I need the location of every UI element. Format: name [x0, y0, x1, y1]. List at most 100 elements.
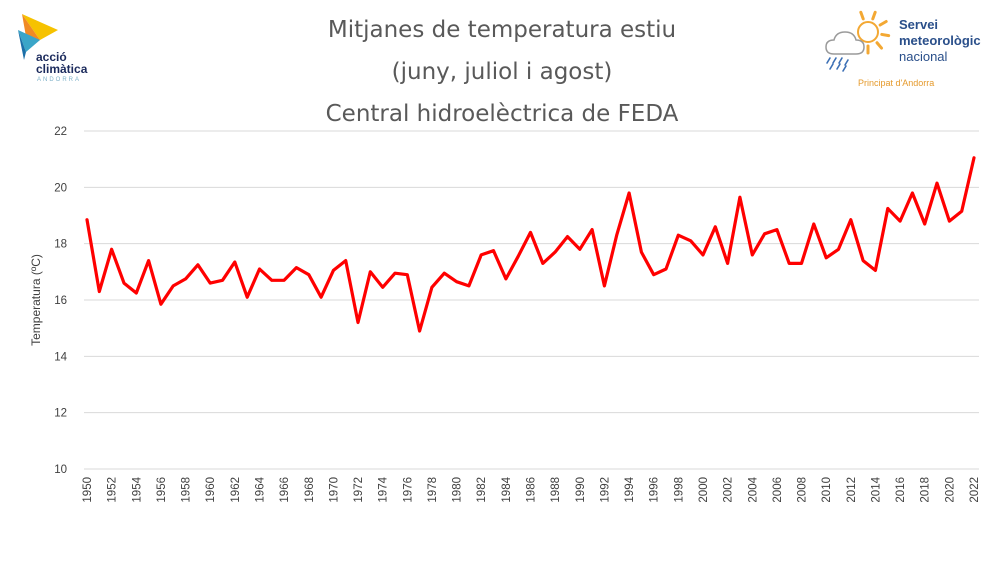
rain-drop	[829, 63, 834, 70]
data-point	[418, 329, 422, 333]
data-point	[455, 280, 459, 284]
x-tick-label: 1982	[476, 477, 488, 503]
x-tick-label: 1966	[279, 477, 291, 503]
smn-text-line1: Servei	[899, 17, 938, 32]
data-point	[787, 261, 791, 265]
x-tick-labels: 1950 1952 1954 1956 1958 1960 1962 1964 1966 1968…	[82, 476, 981, 502]
data-point	[664, 267, 668, 271]
data-point	[516, 254, 520, 258]
logo-text-line1: acció	[36, 50, 67, 64]
data-point	[110, 247, 114, 251]
data-point	[208, 281, 212, 285]
y-tick-label: 22	[54, 126, 67, 138]
data-point	[800, 261, 804, 265]
y-tick-label: 10	[54, 464, 67, 476]
x-tick-label: 1988	[550, 477, 562, 503]
rain-drop	[836, 63, 841, 70]
data-point	[196, 263, 200, 267]
data-point	[972, 156, 976, 160]
x-tick-label: 1992	[599, 477, 611, 503]
data-point	[122, 281, 126, 285]
data-point	[873, 268, 877, 272]
gridlines	[84, 130, 979, 470]
data-point	[319, 295, 323, 299]
data-point	[849, 218, 853, 222]
logo-text-line2: climàtica	[36, 62, 88, 76]
x-tick-label: 1954	[131, 476, 143, 502]
y-tick-label: 18	[54, 239, 67, 251]
data-point	[824, 256, 828, 260]
x-tick-label: 1998	[673, 477, 685, 503]
x-tick-label: 2020	[944, 477, 956, 503]
data-point	[738, 195, 742, 199]
data-point	[467, 284, 471, 288]
data-point	[861, 259, 865, 263]
data-point	[590, 228, 594, 232]
data-point	[713, 225, 717, 229]
rain-drop	[838, 57, 843, 64]
data-point	[701, 253, 705, 257]
data-point	[726, 261, 730, 265]
smn-logo: Servei meteorològic nacional Principat d…	[825, 10, 981, 88]
y-axis-label: Temperatura (ºC)	[29, 254, 43, 346]
data-point	[960, 209, 964, 213]
data-point	[270, 278, 274, 282]
y-tick-label: 20	[54, 182, 67, 194]
x-tick-label: 1952	[107, 477, 119, 503]
data-point	[147, 259, 151, 263]
x-tick-label: 1968	[304, 477, 316, 503]
data-point	[763, 232, 767, 236]
x-tick-label: 1980	[452, 477, 464, 503]
data-point	[171, 284, 175, 288]
x-tick-label: 2002	[723, 477, 735, 503]
sun-ray	[859, 10, 865, 21]
data-point	[294, 266, 298, 270]
rain-drop	[844, 59, 849, 66]
x-tick-label: 2018	[920, 477, 932, 503]
chart-title: Mitjanes de temperatura estiu (juny, jul…	[326, 17, 679, 127]
data-point	[689, 239, 693, 243]
data-point	[393, 271, 397, 275]
sun-ray	[871, 10, 877, 21]
rain-drop	[832, 57, 837, 64]
x-tick-label: 1956	[156, 477, 168, 503]
series-line	[85, 156, 976, 333]
data-point	[935, 181, 939, 185]
x-tick-label: 1984	[501, 476, 513, 502]
data-point	[134, 291, 138, 295]
y-tick-label: 12	[54, 408, 67, 420]
data-point	[529, 230, 533, 234]
data-point	[812, 222, 816, 226]
data-point	[344, 259, 348, 263]
data-point	[405, 273, 409, 277]
chart-title-line2: (juny, juliol i agost)	[392, 59, 613, 85]
chart-title-line1: Mitjanes de temperatura estiu	[328, 17, 676, 43]
x-tick-label: 1958	[181, 477, 193, 503]
accio-climatica-logo: acció climàtica ANDORRA	[18, 14, 88, 83]
data-point	[947, 219, 951, 223]
data-point	[492, 249, 496, 253]
data-point	[221, 278, 225, 282]
data-point	[97, 290, 101, 294]
data-point	[578, 247, 582, 251]
sun-shape	[857, 21, 879, 43]
rain-drop	[826, 57, 831, 64]
data-point	[245, 295, 249, 299]
data-point	[565, 235, 569, 239]
y-tick-labels: 10 12 14 16 18 20 22	[54, 126, 67, 476]
data-point	[442, 271, 446, 275]
x-tick-label: 1994	[624, 476, 636, 502]
x-tick-label: 1986	[526, 477, 538, 503]
x-tick-label: 2014	[870, 476, 882, 502]
rain-drop	[842, 65, 847, 72]
x-tick-label: 1962	[230, 477, 242, 503]
smn-text-line3: nacional	[899, 49, 948, 64]
temperature-series	[85, 156, 976, 333]
y-tick-label: 16	[54, 295, 67, 307]
logo-drop-teal	[18, 30, 40, 52]
chart-title-line3: Central hidroelèctrica de FEDA	[326, 101, 679, 127]
data-point	[331, 268, 335, 272]
data-point	[553, 250, 557, 254]
data-point	[639, 250, 643, 254]
